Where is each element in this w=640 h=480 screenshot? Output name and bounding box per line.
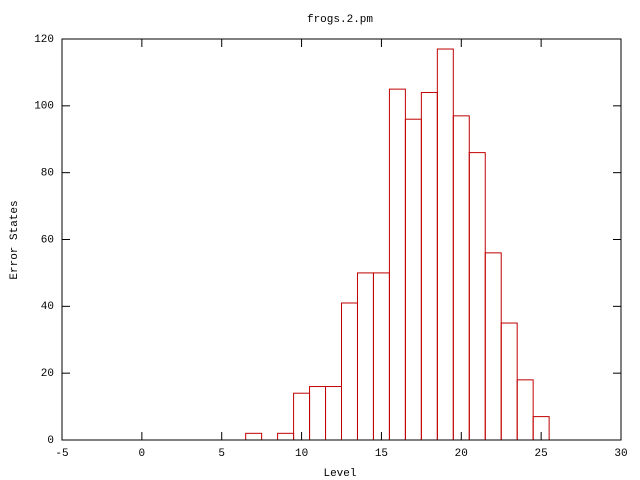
bar (516, 379, 534, 441)
y-tick-label: 60 (41, 234, 54, 246)
x-tick-label: 30 (614, 448, 627, 460)
bar (436, 48, 454, 441)
x-tick-label: 15 (375, 448, 388, 460)
x-tick-label: 5 (218, 448, 225, 460)
bar (325, 386, 342, 441)
x-tick-label: -5 (55, 448, 68, 460)
bar (245, 432, 263, 441)
y-axis-label: Error States (9, 200, 21, 279)
bar (500, 322, 518, 441)
plot-frame (61, 38, 622, 441)
bar (468, 152, 486, 441)
bar (420, 91, 438, 441)
bar (452, 115, 470, 441)
bar (484, 252, 502, 441)
chart-title: frogs.2.pm (307, 14, 373, 26)
bar (277, 432, 295, 441)
x-axis-label: Level (323, 468, 356, 480)
bar (404, 118, 422, 441)
bar (356, 272, 374, 441)
x-tick-label: 10 (295, 448, 308, 460)
bar (388, 88, 406, 441)
y-tick-label: 80 (41, 168, 54, 180)
y-tick-label: 40 (41, 301, 54, 313)
y-tick-label: 0 (47, 435, 54, 447)
bar (372, 272, 390, 441)
y-tick-label: 100 (34, 101, 54, 113)
x-tick-label: 0 (139, 448, 146, 460)
y-tick-label: 120 (34, 34, 54, 46)
bar (341, 302, 358, 441)
x-tick-label: 25 (535, 448, 548, 460)
x-tick-label: 20 (455, 448, 468, 460)
bar (309, 386, 327, 441)
y-tick-label: 20 (41, 368, 54, 380)
